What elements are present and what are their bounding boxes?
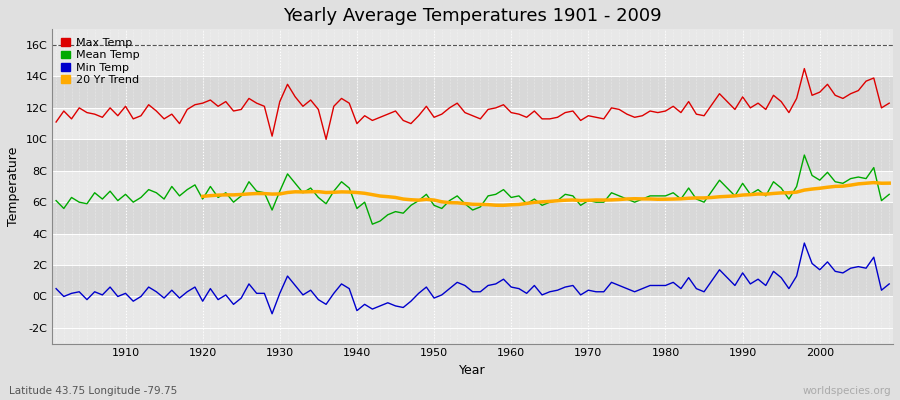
Bar — [52, 234, 893, 265]
Bar — [52, 139, 893, 171]
Bar — [52, 45, 893, 76]
Bar — [52, 202, 893, 234]
Bar — [52, 296, 893, 328]
Bar — [52, 76, 893, 108]
Title: Yearly Average Temperatures 1901 - 2009: Yearly Average Temperatures 1901 - 2009 — [284, 7, 662, 25]
Text: worldspecies.org: worldspecies.org — [803, 386, 891, 396]
Bar — [52, 265, 893, 296]
Legend: Max Temp, Mean Temp, Min Temp, 20 Yr Trend: Max Temp, Mean Temp, Min Temp, 20 Yr Tre… — [58, 35, 142, 88]
X-axis label: Year: Year — [459, 364, 486, 377]
Text: Latitude 43.75 Longitude -79.75: Latitude 43.75 Longitude -79.75 — [9, 386, 177, 396]
Y-axis label: Temperature: Temperature — [7, 147, 20, 226]
Bar — [52, 108, 893, 139]
Bar — [52, 171, 893, 202]
